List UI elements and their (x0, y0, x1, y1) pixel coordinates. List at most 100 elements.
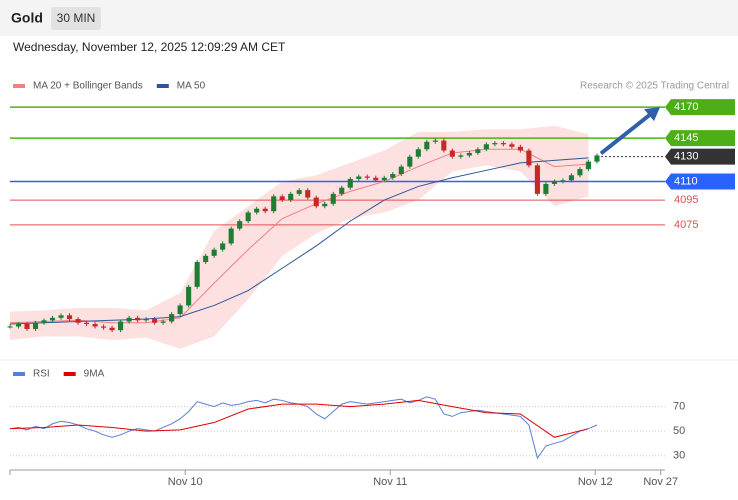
candle (543, 183, 549, 194)
candle (32, 322, 39, 329)
candle (152, 319, 158, 323)
candle (415, 149, 421, 157)
legend-label: MA 20 + Bollinger Bands (33, 81, 143, 92)
legend-swatch (156, 84, 169, 88)
legend-swatch (13, 84, 25, 88)
candle (186, 286, 192, 306)
candle (585, 161, 591, 170)
candle (211, 249, 217, 256)
candle (262, 208, 268, 212)
candle (534, 165, 540, 194)
candle (509, 144, 515, 147)
top-bar (0, 0, 738, 36)
candle (424, 141, 430, 150)
candle (296, 190, 302, 194)
candle (84, 322, 90, 325)
ma50-line (9, 157, 589, 325)
candle (373, 177, 379, 181)
level-label: 4075 (674, 219, 698, 231)
candle (449, 150, 455, 157)
target-arrow (599, 111, 654, 156)
candle (356, 176, 362, 179)
level-tag (665, 130, 735, 147)
candle (288, 193, 294, 201)
candle (75, 319, 81, 323)
candle (271, 196, 277, 212)
candle (228, 228, 234, 244)
candle (339, 187, 345, 194)
candle (517, 146, 523, 151)
candle (92, 324, 98, 327)
level-tag (665, 173, 735, 190)
level-label: 4145 (674, 132, 698, 144)
candle (390, 174, 396, 178)
candle (483, 144, 489, 150)
level-label: 4130 (674, 151, 698, 163)
interval[interactable]: 30 MIN (57, 11, 96, 25)
candle (441, 140, 447, 151)
candle (526, 150, 532, 166)
legend-label: RSI (33, 369, 50, 380)
candle (594, 155, 600, 162)
candle (364, 176, 370, 178)
candle (194, 262, 200, 287)
candle (322, 203, 328, 207)
candle (330, 193, 336, 204)
legend-label: MA 50 (177, 81, 206, 92)
candle (407, 156, 413, 167)
y-tick-label: 70 (673, 400, 685, 412)
level-label: 4095 (674, 194, 698, 206)
candle (492, 143, 498, 145)
candle (381, 177, 387, 181)
candle (279, 196, 285, 201)
candle (15, 324, 22, 327)
candle (7, 326, 13, 328)
legend-label: 9MA (84, 369, 105, 380)
candle (432, 140, 438, 142)
x-tick-label: Nov 11 (373, 476, 407, 488)
candle (551, 181, 557, 184)
candle (313, 197, 319, 207)
x-tick-label: Nov 12 (578, 476, 613, 488)
y-tick-label: 30 (673, 450, 685, 462)
symbol: Gold (11, 10, 43, 26)
candle (347, 178, 353, 188)
candle (254, 208, 260, 213)
level-tag (665, 148, 735, 165)
candle (568, 175, 574, 181)
bollinger-band (10, 125, 589, 349)
y-tick-label: 50 (673, 425, 685, 437)
candle (458, 155, 464, 157)
level-tag (665, 99, 735, 116)
candle (126, 317, 132, 322)
candle (577, 169, 583, 176)
x-tick-label: Nov 10 (168, 476, 203, 488)
candle (143, 319, 149, 321)
candle (237, 221, 243, 229)
candle (500, 143, 506, 145)
rsi-line (9, 396, 598, 460)
candle (41, 320, 47, 323)
candle (24, 324, 30, 329)
candle (58, 315, 64, 318)
candle (245, 212, 251, 222)
level-label: 4110 (674, 175, 698, 187)
candle (475, 149, 481, 153)
candle (101, 326, 107, 328)
candle (177, 305, 183, 315)
legend-swatch (63, 372, 76, 376)
candle (160, 321, 166, 323)
candle (466, 152, 472, 156)
candle (109, 327, 115, 331)
target-arrowhead (644, 107, 660, 122)
ma20-line (9, 148, 589, 324)
candle (169, 314, 175, 322)
candle (220, 243, 226, 250)
rsi-ma-line (9, 399, 589, 438)
interval-button[interactable] (51, 7, 101, 30)
level-label: 4170 (674, 101, 698, 113)
candle (66, 315, 73, 320)
candle (398, 166, 404, 175)
